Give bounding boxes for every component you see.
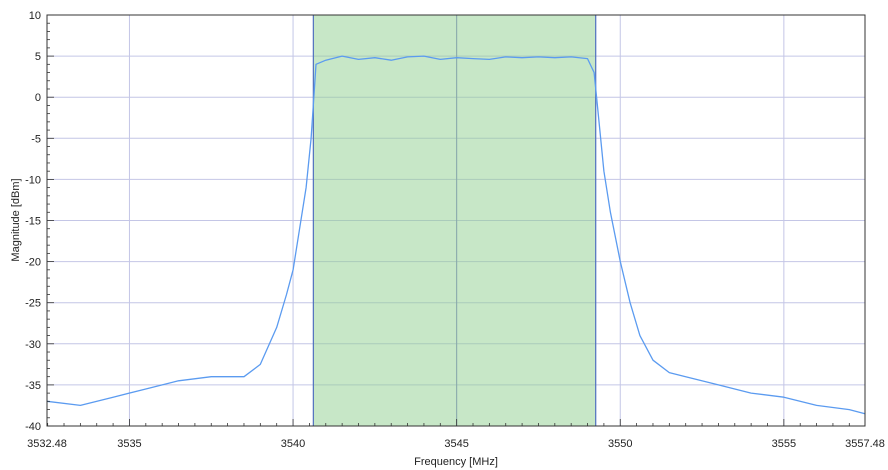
axes bbox=[46, 14, 866, 427]
x-tick-label: 3557.48 bbox=[845, 438, 885, 450]
y-tick-label: -40 bbox=[25, 421, 41, 433]
x-tick-label: 3555 bbox=[772, 438, 796, 450]
x-tick-label: 3545 bbox=[444, 438, 468, 450]
y-tick-label: 0 bbox=[35, 92, 41, 104]
y-tick-label: 10 bbox=[29, 10, 41, 22]
y-tick-label: -20 bbox=[25, 257, 41, 269]
x-tick-label: 3535 bbox=[117, 438, 141, 450]
y-tick-label: -10 bbox=[25, 174, 41, 186]
x-axis-title: Frequency [MHz] bbox=[414, 456, 498, 468]
y-tick-label: -30 bbox=[25, 339, 41, 351]
y-tick-label: 5 bbox=[35, 51, 41, 63]
y-tick-label: -25 bbox=[25, 298, 41, 310]
series-line bbox=[46, 55, 866, 415]
y-tick-label: -5 bbox=[31, 133, 41, 145]
y-tick-label: -15 bbox=[25, 216, 41, 228]
x-tick-label: 3540 bbox=[281, 438, 305, 450]
y-tick-label: -35 bbox=[25, 380, 41, 392]
highlight-band-group bbox=[312, 15, 597, 426]
x-tick-label: 3550 bbox=[608, 438, 632, 450]
series-group bbox=[46, 55, 866, 415]
ticks: 10 5 0 -5 -10 -15 -20 -25 -30 -35 -40 3532.48 3535 35… bbox=[25, 10, 885, 450]
highlight-band bbox=[313, 15, 596, 426]
x-tick-label: 3532.48 bbox=[27, 438, 67, 450]
y-axis-title: Magnitude [dBm] bbox=[10, 178, 22, 261]
